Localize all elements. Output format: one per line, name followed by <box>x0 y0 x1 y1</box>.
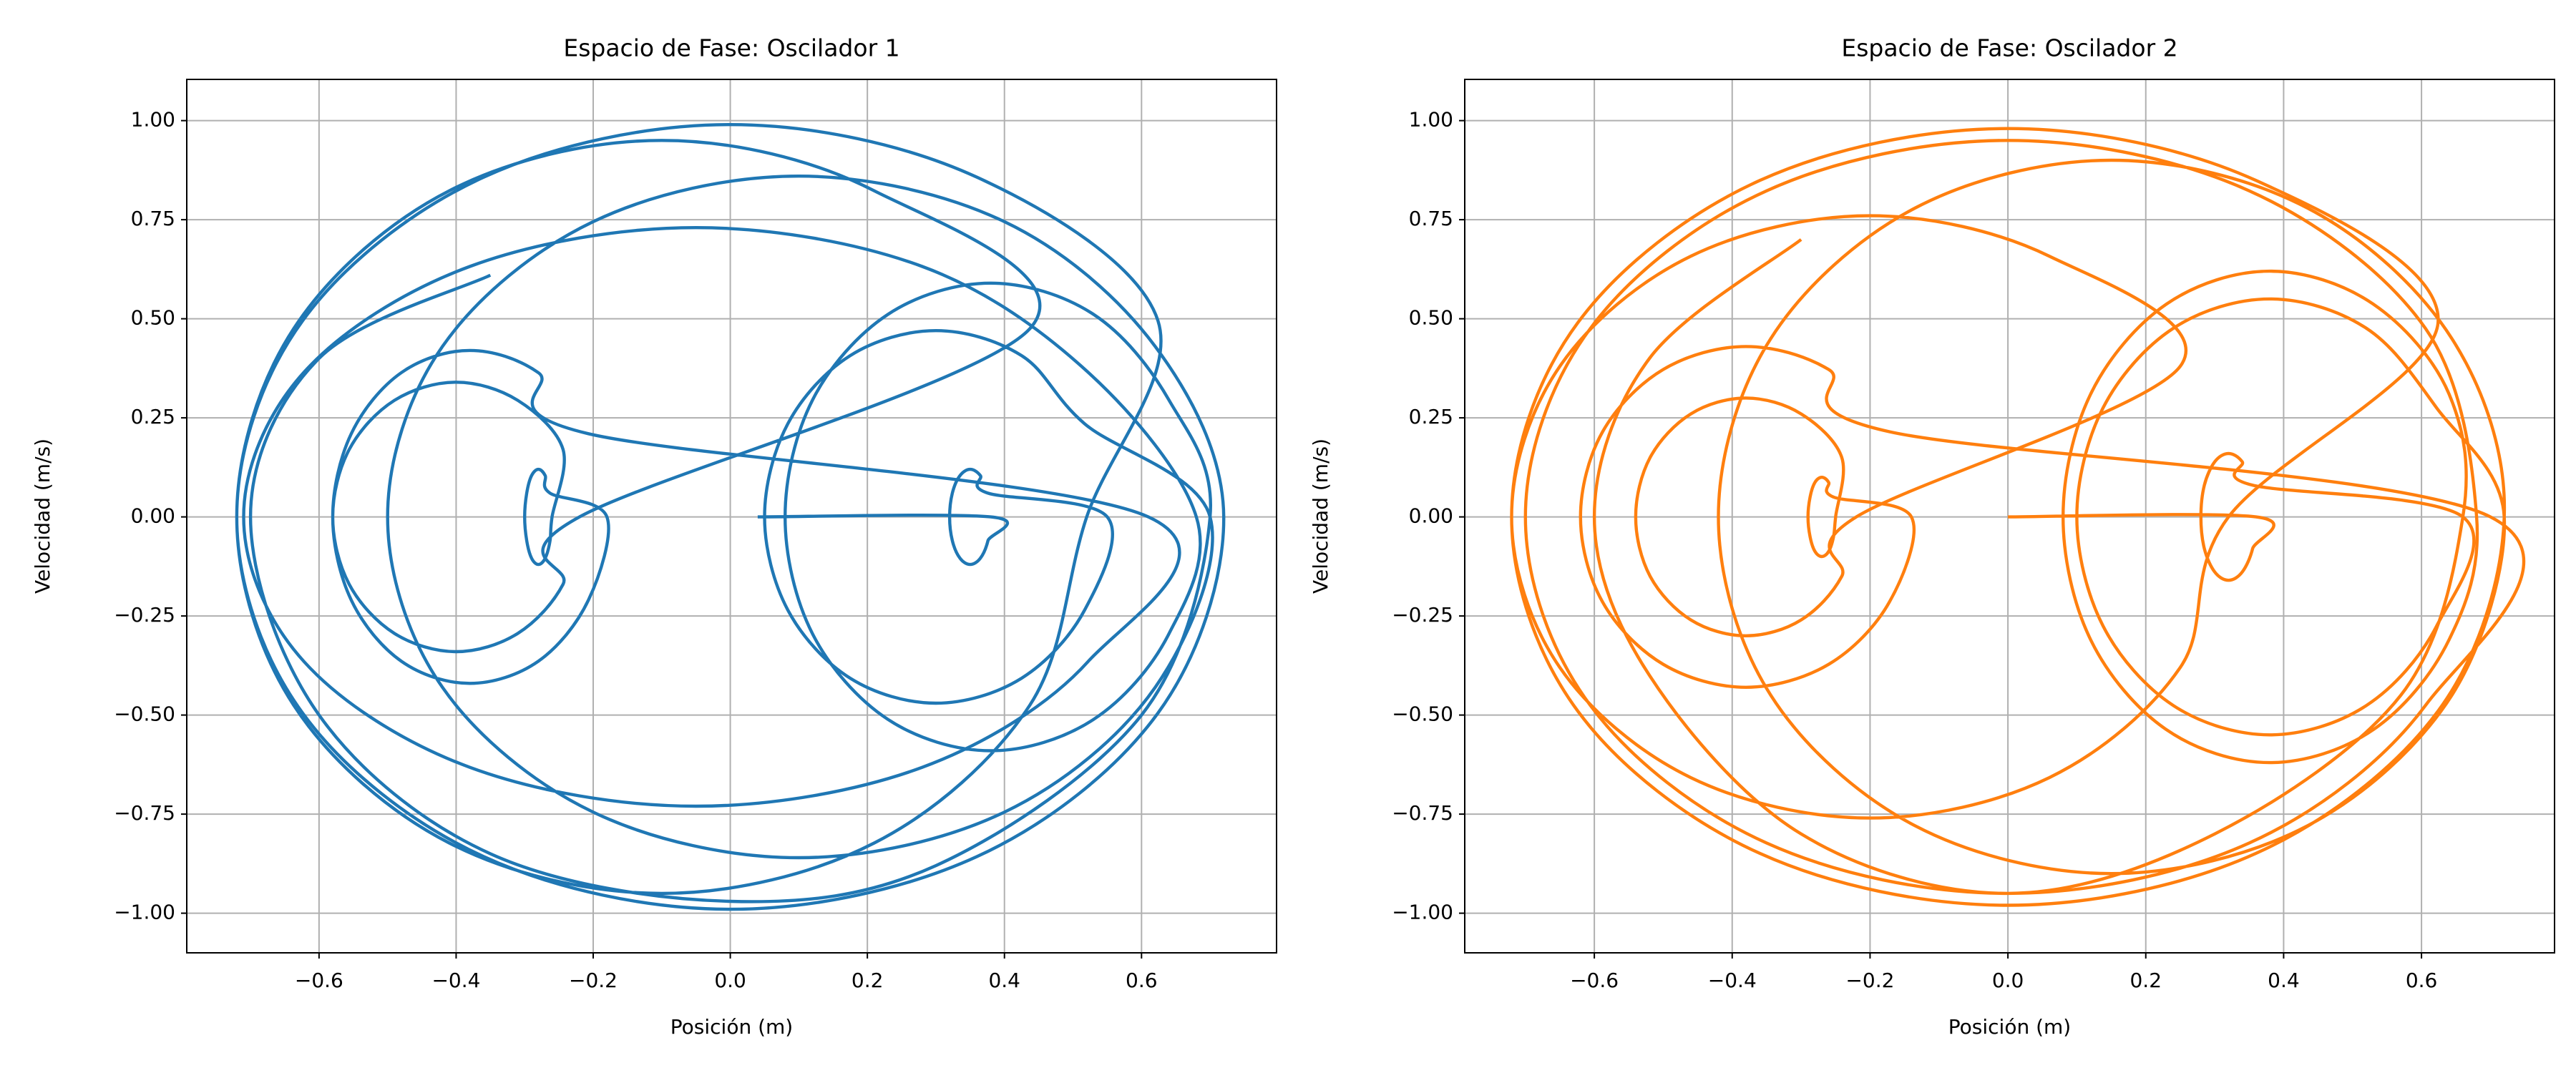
x-tick-label: 0.6 <box>2406 969 2438 992</box>
x-tick-label: −0.6 <box>295 969 343 992</box>
x-tick-label: −0.2 <box>569 969 618 992</box>
plot-area <box>1510 127 2526 907</box>
axes-frame <box>186 79 1277 954</box>
y-tick-label: 1.00 <box>1409 108 1453 132</box>
x-tick-label: −0.2 <box>1845 969 1894 992</box>
x-tick-label: −0.4 <box>431 969 480 992</box>
y-tick-label: 0.75 <box>1409 207 1453 230</box>
axes-frame <box>1464 79 2555 954</box>
trajectory-line <box>235 123 1226 911</box>
y-tick-label: −1.00 <box>114 901 175 924</box>
plot-area <box>235 123 1226 911</box>
y-tick-label: 1.00 <box>131 108 175 132</box>
chart-title: Espacio de Fase: Oscilador 1 <box>563 34 899 62</box>
y-tick-label: −0.50 <box>1392 702 1453 726</box>
x-axis-label: Posición (m) <box>1948 1015 2071 1039</box>
x-tick-label: 0.6 <box>1126 969 1158 992</box>
x-tick-label: 0.4 <box>2268 969 2300 992</box>
x-tick-label: 0.2 <box>852 969 884 992</box>
y-tick-label: −1.00 <box>1392 901 1453 924</box>
subplot: −0.6 −0.4 −0.2 0.0 0.2 0.4 0.6 −1.00 −0.75 −0.50 −… <box>1309 34 2555 1039</box>
y-tick-label: 0.25 <box>131 405 175 428</box>
x-tick-label: −0.4 <box>1708 969 1757 992</box>
y-tick-label: −0.75 <box>1392 801 1453 825</box>
y-tick-label: 0.00 <box>131 504 175 528</box>
y-axis-label: Velocidad (m/s) <box>1309 438 1332 594</box>
x-tick-label: −0.6 <box>1570 969 1619 992</box>
x-tick-label: 0.2 <box>2129 969 2162 992</box>
x-tick-label: 0.0 <box>1992 969 2024 992</box>
y-tick-label: 0.50 <box>131 306 175 330</box>
x-tick-label: 0.0 <box>714 969 746 992</box>
trajectory-line <box>1510 127 2526 907</box>
y-tick-label: 0.50 <box>1409 306 1453 330</box>
x-tick-label: 0.4 <box>988 969 1020 992</box>
y-tick-label: −0.50 <box>114 702 175 726</box>
y-tick-label: −0.25 <box>114 603 175 627</box>
y-tick-label: −0.25 <box>1392 603 1453 627</box>
y-tick-label: 0.75 <box>131 207 175 230</box>
y-tick-label: 0.00 <box>1409 504 1453 528</box>
x-axis-label: Posición (m) <box>670 1015 793 1039</box>
chart-title: Espacio de Fase: Oscilador 2 <box>1841 34 2177 62</box>
y-tick-label: −0.75 <box>114 801 175 825</box>
y-axis-label: Velocidad (m/s) <box>31 438 54 594</box>
y-tick-label: 0.25 <box>1409 405 1453 428</box>
subplot: −0.6 −0.4 −0.2 0.0 0.2 0.4 0.6 −1.00 −0.75 −0.50 −… <box>31 34 1277 1039</box>
